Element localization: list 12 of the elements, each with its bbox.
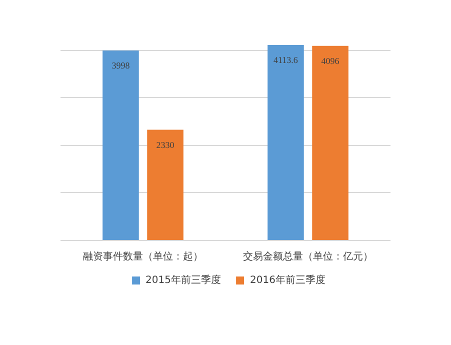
legend-label: 2016年前三季度 bbox=[250, 274, 326, 287]
bar bbox=[268, 45, 304, 240]
data-label: 2330 bbox=[156, 140, 175, 150]
legend-label: 2015年前三季度 bbox=[146, 274, 221, 287]
x-tick-label: 融资事件数量（单位：起） bbox=[83, 250, 203, 262]
bar bbox=[147, 130, 184, 240]
data-label: 4096 bbox=[321, 56, 340, 66]
x-tick-label: 交易金额总量（单位：亿元） bbox=[243, 250, 373, 262]
bar bbox=[102, 50, 139, 240]
bar bbox=[312, 46, 348, 240]
data-label: 3998 bbox=[112, 60, 130, 71]
data-label: 4113.6 bbox=[274, 55, 298, 66]
